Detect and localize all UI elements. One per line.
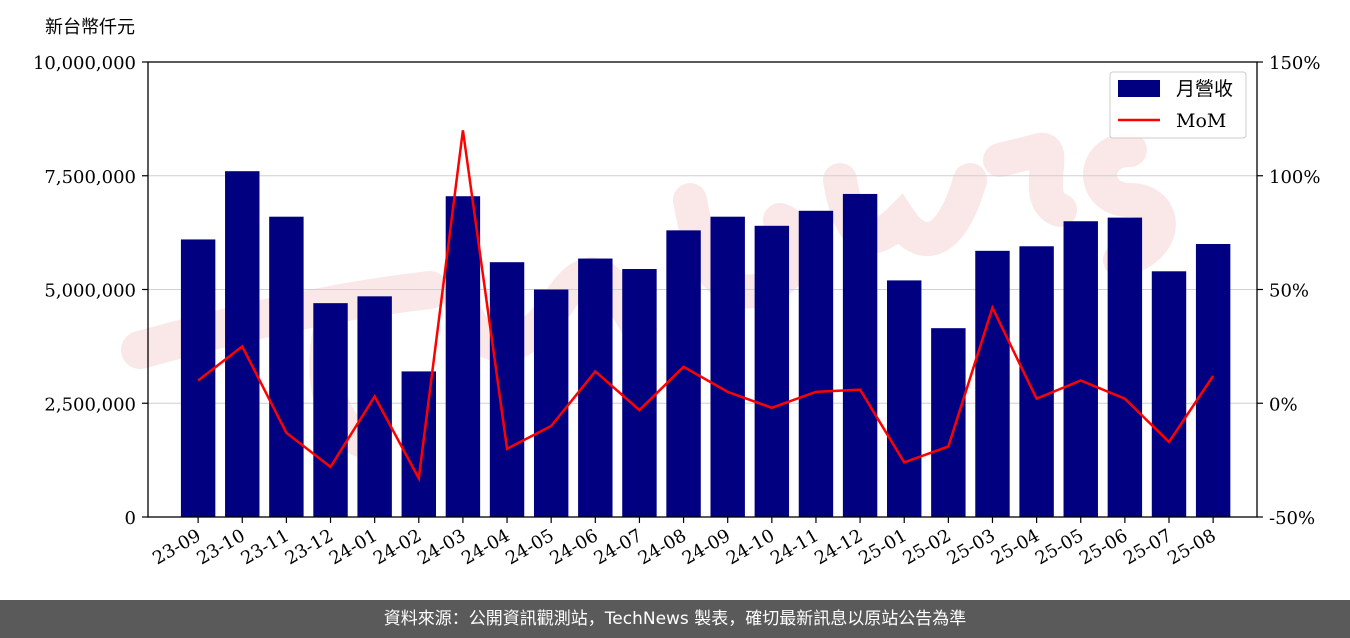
- x-tick-label: 23-12: [282, 525, 337, 569]
- revenue-bar-24-02: [401, 371, 436, 517]
- revenue-bar-24-11: [798, 210, 834, 517]
- x-tick-label: 23-10: [193, 525, 248, 569]
- revenue-bar-25-05: [1063, 221, 1098, 517]
- revenue-bar-24-01: [357, 296, 392, 517]
- revenue-bar-24-05: [533, 289, 569, 517]
- revenue-bar-25-03: [975, 250, 1010, 517]
- x-tick-label: 24-08: [635, 525, 690, 569]
- revenue-bar-25-08: [1195, 244, 1231, 517]
- x-tick-label: 24-07: [590, 525, 645, 569]
- legend-label-mom: MoM: [1176, 110, 1226, 132]
- revenue-bar-24-04: [489, 262, 525, 517]
- x-tick-label: 23-09: [149, 525, 204, 569]
- revenue-bar-23-10: [225, 171, 260, 517]
- left-tick-label: 7,500,000: [44, 167, 136, 188]
- mom-line: [197, 130, 1215, 483]
- x-tick-label: 24-05: [502, 525, 557, 569]
- source-footer: 資料來源：公開資訊觀測站，TechNews 製表，確切最新訊息以原站公告為準: [0, 600, 1350, 638]
- revenue-bar-25-01: [887, 280, 922, 517]
- revenue-chart: 0 2,500,000 5,000,000 7,500,000 10,000,000 -…: [33, 17, 1321, 569]
- revenue-bar-25-02: [931, 328, 966, 517]
- legend-label-revenue: 月營收: [1176, 78, 1233, 100]
- x-tick-label: 24-03: [414, 525, 469, 569]
- revenue-bar-24-10: [754, 225, 790, 518]
- revenue-bar-24-03: [445, 196, 481, 517]
- revenue-bar-24-07: [622, 269, 657, 517]
- left-axis: 0 2,500,000 5,000,000 7,500,000 10,000,000: [33, 53, 148, 529]
- left-tick-label: 0: [125, 508, 136, 529]
- revenue-bar-25-06: [1107, 217, 1143, 518]
- x-tick-label: 24-09: [679, 525, 734, 569]
- x-tick-label: 23-11: [237, 525, 292, 569]
- revenue-bar-25-07: [1151, 271, 1187, 517]
- revenue-bar-23-12: [313, 303, 348, 517]
- x-tick-label: 25-01: [855, 525, 910, 569]
- x-axis: 23-0923-1023-1123-1224-0124-0224-0324-04…: [149, 517, 1220, 569]
- x-tick-label: 24-11: [767, 525, 822, 569]
- right-tick-label: -50%: [1269, 508, 1315, 529]
- x-tick-label: 24-06: [546, 525, 601, 569]
- x-tick-label: 24-02: [370, 525, 425, 569]
- right-tick-label: 0%: [1269, 394, 1298, 415]
- revenue-bar-23-09: [180, 239, 216, 517]
- x-tick-label: 25-04: [988, 525, 1043, 569]
- revenue-bar-24-09: [710, 216, 745, 517]
- x-tick-label: 25-03: [944, 525, 999, 569]
- x-tick-label: 25-08: [1164, 525, 1219, 569]
- left-tick-label: 10,000,000: [33, 53, 136, 74]
- revenue-bar-24-06: [578, 258, 613, 517]
- revenue-bar-24-12: [842, 193, 878, 517]
- x-tick-label: 24-04: [458, 525, 513, 569]
- right-tick-label: 100%: [1269, 167, 1320, 188]
- x-tick-label: 24-12: [811, 525, 866, 569]
- right-tick-label: 150%: [1269, 53, 1320, 74]
- right-axis: -50% 0% 50% 100% 150%: [1257, 53, 1320, 529]
- x-tick-label: 24-10: [723, 525, 778, 569]
- left-tick-label: 2,500,000: [44, 394, 136, 415]
- legend: 月營收 MoM: [1109, 71, 1247, 139]
- y-unit-label: 新台幣仟元: [45, 17, 135, 38]
- x-tick-label: 25-05: [1032, 525, 1087, 569]
- x-tick-label: 25-02: [899, 525, 954, 569]
- right-tick-label: 50%: [1269, 281, 1309, 302]
- left-tick-label: 5,000,000: [44, 281, 136, 302]
- revenue-bar-23-11: [269, 216, 304, 517]
- x-tick-label: 25-06: [1076, 525, 1131, 569]
- x-tick-label: 25-07: [1120, 525, 1175, 569]
- legend-swatch-revenue: [1118, 80, 1160, 97]
- mom-line-series: [197, 130, 1215, 483]
- x-tick-label: 24-01: [326, 525, 381, 569]
- revenue-bar-25-04: [1019, 246, 1054, 517]
- revenue-bars: [180, 171, 1231, 518]
